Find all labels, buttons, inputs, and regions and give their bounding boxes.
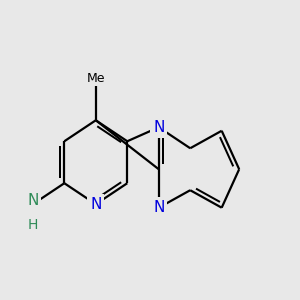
Text: N: N (153, 120, 164, 135)
Text: N: N (153, 200, 164, 215)
Text: H: H (28, 218, 38, 232)
Text: Me: Me (87, 72, 105, 85)
Text: N: N (90, 197, 101, 212)
Text: N: N (27, 193, 38, 208)
